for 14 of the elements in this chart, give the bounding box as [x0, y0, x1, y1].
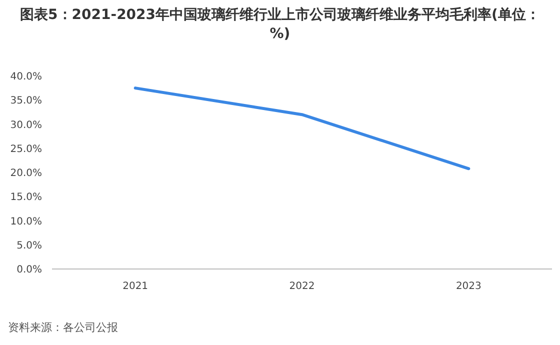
y-tick-label: 40.0%	[10, 72, 42, 82]
x-tick-label: 2023	[456, 281, 482, 292]
y-tick-label: 0.0%	[16, 264, 42, 276]
chart-title: 图表5：2021-2023年中国玻璃纤维行业上市公司玻璃纤维业务平均毛利率(单位：%)	[19, 6, 541, 44]
y-tick-label: 15.0%	[10, 192, 42, 204]
y-tick-label: 10.0%	[10, 216, 42, 228]
y-tick-label: 35.0%	[10, 96, 42, 107]
y-tick-label: 30.0%	[10, 120, 42, 131]
text: 资料来源：各公司公报	[8, 321, 118, 334]
y-tick-label: 20.0%	[10, 168, 42, 179]
x-tick-label: 2022	[289, 281, 315, 292]
y-tick-label: 5.0%	[16, 240, 42, 252]
x-tick-label: 2021	[122, 281, 148, 292]
y-tick-label: 25.0%	[10, 144, 42, 155]
